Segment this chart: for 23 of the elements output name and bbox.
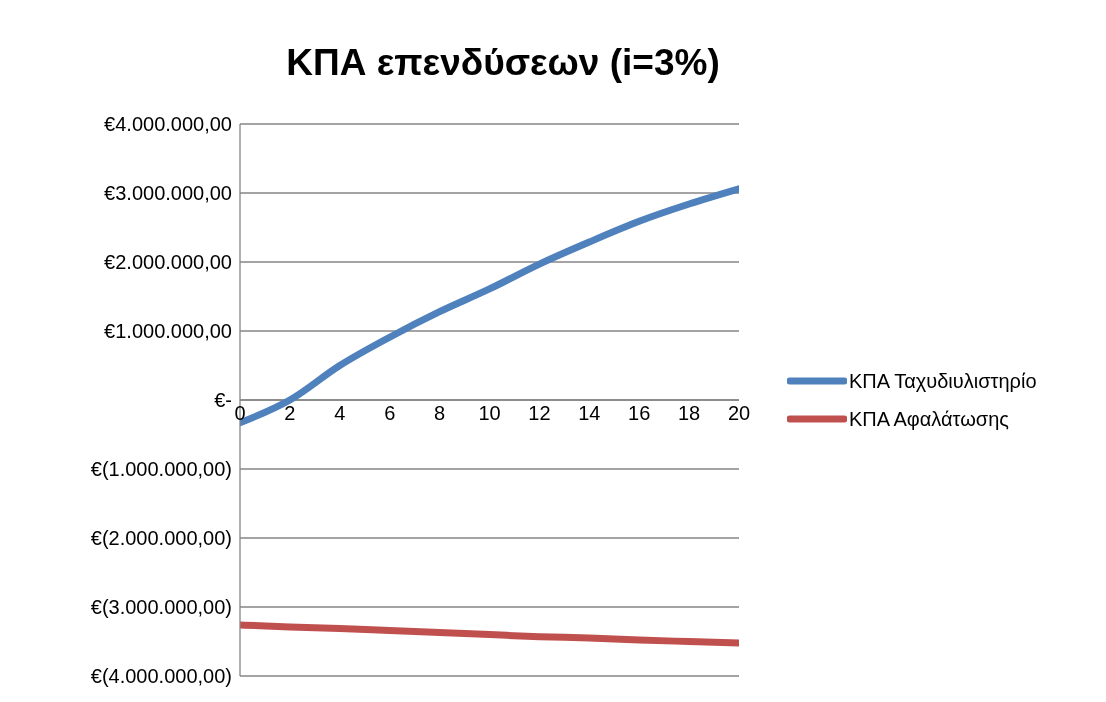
y-tick-label: €(3.000.000,00) — [90, 596, 232, 619]
y-tick-label: €(1.000.000,00) — [90, 458, 232, 481]
y-tick-label: €- — [214, 389, 232, 412]
legend-label: ΚΠΑ Αφαλάτωσης — [849, 407, 1009, 431]
legend-label: ΚΠΑ Ταχυδιυλιστηρίο — [849, 369, 1037, 393]
x-tick-label: 6 — [384, 402, 396, 424]
x-tick-label: 2 — [284, 402, 296, 424]
y-tick-label: €(2.000.000,00) — [90, 527, 232, 550]
x-tick-label: 10 — [478, 402, 501, 424]
x-tick-label: 4 — [334, 402, 346, 424]
x-tick-label: 18 — [677, 402, 701, 424]
x-tick-label: 0 — [234, 402, 246, 424]
y-tick-label: €2.000.000,00 — [104, 251, 232, 274]
y-tick-label: €(4.000.000,00) — [90, 665, 232, 688]
chart-title: ΚΠΑ επενδύσεων (i=3%) — [285, 42, 721, 84]
x-tick-label: 20 — [727, 402, 751, 424]
x-tick-label: 16 — [628, 402, 651, 424]
y-tick-label: €4.000.000,00 — [104, 113, 232, 136]
x-tick-label: 14 — [578, 402, 601, 424]
x-tick-label: 12 — [528, 402, 551, 424]
y-tick-label: €3.000.000,00 — [104, 182, 232, 205]
y-tick-label: €1.000.000,00 — [104, 320, 232, 343]
x-tick-label: 8 — [434, 402, 446, 424]
